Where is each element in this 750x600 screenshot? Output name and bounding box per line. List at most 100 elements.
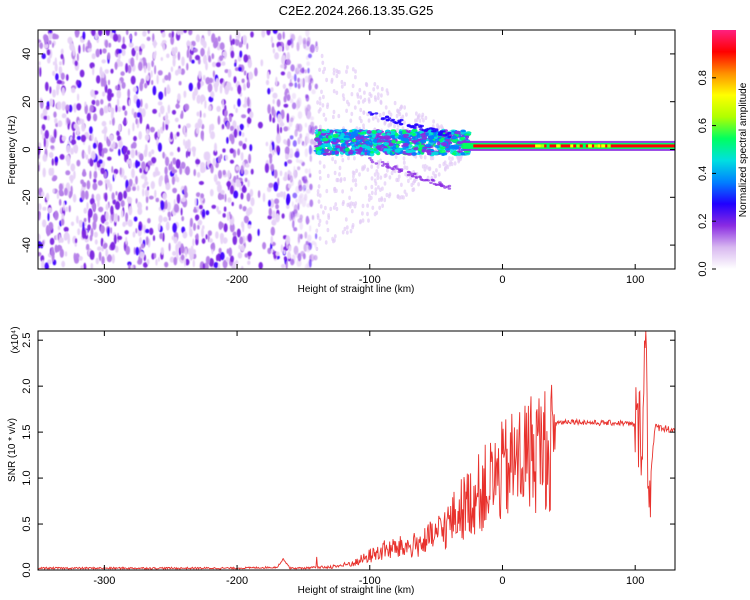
spectrogram-cell: [397, 174, 401, 179]
spectrogram-cell: [290, 75, 295, 80]
spectrogram-cell: [208, 105, 212, 112]
colorbar-label: Normalized spectral amplitude: [738, 82, 749, 217]
spectrogram-cell: [145, 74, 150, 82]
spectrogram-cell: [76, 103, 82, 111]
spectrogram-cell: [334, 159, 337, 165]
spectrogram-cell: [47, 212, 50, 222]
spectrogram-cell: [96, 75, 101, 84]
spectrogram-cell: [134, 31, 137, 36]
spectrogram-cell: [156, 171, 161, 176]
spectrogram-cell: [359, 95, 363, 100]
spectrogram-cell: [274, 213, 280, 223]
spectrogram-cell: [135, 228, 138, 234]
spectrogram-cell: [152, 235, 156, 242]
spectrogram-cell: [406, 124, 411, 127]
spectrogram-cell: [265, 79, 270, 86]
spectrogram-cell: [166, 201, 171, 212]
spectrogram-cell: [241, 132, 245, 138]
spectrogram-cell: [91, 30, 96, 37]
spectrogram-cell: [299, 78, 304, 87]
spectrogram-cell: [348, 195, 351, 200]
spectrogram-cell: [289, 148, 294, 158]
spectrogram-cell: [235, 166, 240, 171]
spectrogram-cell: [174, 133, 177, 140]
spectrogram-cell: [64, 251, 68, 257]
spectrogram-cell: [95, 99, 100, 107]
spectrogram-cell: [386, 91, 390, 96]
spectrogram-cell: [239, 123, 244, 131]
spectrogram-cell: [410, 182, 414, 188]
spectrogram-cell: [200, 193, 204, 199]
spectrogram-cell: [306, 218, 310, 224]
spectrogram-cell: [340, 84, 344, 89]
tone-band-detail: [546, 144, 550, 148]
spectrogram-cell: [350, 92, 354, 97]
spectrogram-cell: [176, 251, 179, 261]
spectrogram-cell: [288, 245, 292, 252]
spectrogram-cell: [296, 259, 302, 267]
spectrogram-cell: [44, 129, 49, 140]
spectrogram-cell: [336, 129, 343, 133]
spectrogram-cell: [123, 147, 126, 157]
spectrogram-cell: [89, 170, 92, 180]
spectrogram-cell: [306, 61, 311, 66]
spectrogram-cell: [213, 149, 218, 156]
spectrogram-cell: [197, 219, 203, 226]
spectrogram-cell: [334, 202, 338, 207]
spectrogram-cell: [379, 136, 386, 140]
spectrogram-cell: [133, 111, 138, 119]
spectrogram-cell: [224, 193, 227, 203]
spectrogram-cell: [48, 32, 53, 40]
spectrogram-cell: [351, 225, 354, 230]
spectrogram-cell: [235, 178, 241, 185]
spectrogram-cell: [405, 192, 408, 197]
spectrogram-cell: [110, 241, 116, 251]
spectrogram-cell: [231, 201, 234, 207]
spectrogram-cell: [285, 260, 288, 269]
spectrogram-cell: [162, 232, 165, 242]
spectrogram-cell: [241, 186, 247, 194]
spectrogram-cell: [49, 30, 52, 34]
spectrogram-cell: [386, 132, 391, 135]
spectrogram-cell: [241, 78, 245, 84]
spectrogram-cell: [215, 62, 221, 68]
spectrogram-cell: [269, 143, 273, 153]
spectrogram-cell: [83, 217, 87, 223]
spectrogram-cell: [280, 109, 285, 120]
spectrogram-cell: [150, 181, 155, 190]
spectrogram-cell: [430, 130, 435, 133]
spectrogram-cell: [417, 175, 422, 178]
spectrogram-cell: [159, 232, 163, 240]
spectrogram-cell: [174, 117, 179, 123]
spectrogram-cell: [244, 137, 248, 143]
spectrogram-cell: [239, 50, 243, 58]
spectrogram-cell: [335, 206, 339, 212]
spectrogram-cell: [361, 203, 365, 209]
spectrogram-cell: [160, 57, 163, 61]
spectrogram-cell: [115, 85, 119, 90]
spectrogram-cell: [250, 31, 254, 38]
spectrogram-cell: [397, 110, 401, 115]
spectrogram-cell: [403, 165, 407, 170]
spectrogram-cell: [367, 99, 371, 104]
spectrogram-cell: [349, 229, 353, 234]
spectrogram-cell: [89, 104, 94, 113]
spectrogram-cell: [164, 119, 170, 125]
spectrogram-cell: [286, 51, 291, 62]
spectrogram-cell: [234, 67, 240, 72]
spectrogram-cell: [310, 121, 315, 127]
spectrogram-cell: [391, 139, 396, 144]
spectrogram-cell: [61, 113, 67, 119]
spectrogram-cell: [147, 62, 151, 72]
spectrogram-cell: [177, 146, 181, 153]
spectrogram-cell: [297, 137, 303, 143]
spectrogram-cell: [342, 96, 346, 102]
spectrogram-cell: [226, 181, 232, 187]
spectrogram-cell: [57, 225, 61, 231]
spectrogram-cell: [77, 120, 81, 125]
spectrogram-cell: [140, 156, 143, 162]
spectrogram-cell: [297, 77, 301, 83]
spectrogram-cell: [195, 127, 200, 134]
spectrogram-cell: [377, 185, 380, 190]
spectrogram-cell: [306, 36, 311, 45]
